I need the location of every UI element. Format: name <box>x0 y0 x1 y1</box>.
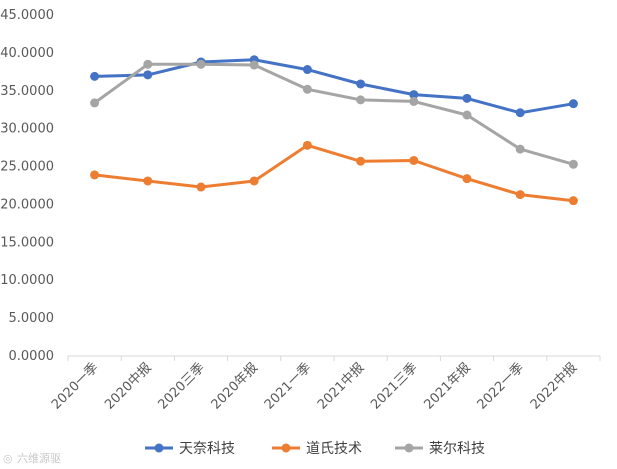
data-point <box>515 190 525 200</box>
y-tick-label: 20.0000 <box>0 197 54 212</box>
x-tick-label: 2020三季 <box>155 360 207 412</box>
x-axis-ticks: 2020一季 2020中报 2020三季 2020年报 2021一季 2021中报 2021… <box>49 356 601 413</box>
x-tick-label: 2020年报 <box>209 360 261 412</box>
watermark-text: 六维源驱 <box>17 451 61 465</box>
data-point <box>302 65 312 75</box>
series-points <box>90 55 578 206</box>
y-tick-label: 40.0000 <box>0 46 54 61</box>
y-tick-label: 45.0000 <box>0 8 54 23</box>
y-tick-label: 30.0000 <box>0 122 54 137</box>
data-point <box>302 84 312 94</box>
y-axis-ticks: 0.0000 5.0000 10.0000 15.0000 20.0000 25.0000… <box>0 8 54 364</box>
watermark: ◎ 六维源驱 <box>3 451 61 465</box>
legend-label: 天奈科技 <box>179 441 235 457</box>
data-point <box>409 155 419 165</box>
data-point <box>302 140 312 150</box>
data-point <box>90 71 100 81</box>
x-tick-label: 2021三季 <box>368 360 420 412</box>
x-tick-label: 2022中报 <box>528 360 580 412</box>
data-point <box>568 159 578 169</box>
x-tick-label: 2021年报 <box>421 360 473 412</box>
data-point <box>249 60 259 70</box>
data-point <box>568 196 578 206</box>
data-point <box>409 90 419 100</box>
data-point <box>249 176 259 186</box>
data-point <box>462 93 472 103</box>
legend-marker <box>404 443 414 453</box>
data-point <box>143 176 153 186</box>
series-line-0 <box>93 58 575 115</box>
data-point <box>356 95 366 105</box>
data-point <box>143 59 153 69</box>
data-point <box>515 108 525 118</box>
data-point <box>90 170 100 180</box>
y-tick-label: 15.0000 <box>0 235 54 250</box>
legend-marker <box>154 443 164 453</box>
series-line-2 <box>93 62 575 166</box>
data-point <box>143 70 153 80</box>
data-point <box>90 98 100 108</box>
x-tick-label: 2021一季 <box>262 360 314 412</box>
data-point <box>196 59 206 69</box>
x-tick-label: 2020中报 <box>102 360 154 412</box>
legend: 天奈科技 道氏技术 莱尔科技 <box>145 441 485 457</box>
x-tick-label: 2021中报 <box>315 360 367 412</box>
data-point <box>356 79 366 89</box>
legend-marker <box>281 443 291 453</box>
data-point <box>409 96 419 106</box>
legend-label: 莱尔科技 <box>429 441 485 457</box>
data-point <box>568 99 578 109</box>
data-point <box>462 110 472 120</box>
x-tick-label: 2020一季 <box>49 360 101 412</box>
weibo-icon: ◎ <box>3 452 13 465</box>
series-lines <box>93 58 575 203</box>
y-tick-label: 5.0000 <box>9 311 55 326</box>
data-point <box>515 144 525 154</box>
x-tick-label: 2022一季 <box>475 360 527 412</box>
y-tick-label: 25.0000 <box>0 160 54 175</box>
y-tick-label: 35.0000 <box>0 84 54 99</box>
data-point <box>196 182 206 192</box>
legend-label: 道氏技术 <box>306 441 362 457</box>
y-tick-label: 0.0000 <box>9 349 55 364</box>
y-tick-label: 10.0000 <box>0 273 54 288</box>
data-point <box>356 156 366 166</box>
data-point <box>462 174 472 184</box>
series-line-1 <box>93 143 575 203</box>
